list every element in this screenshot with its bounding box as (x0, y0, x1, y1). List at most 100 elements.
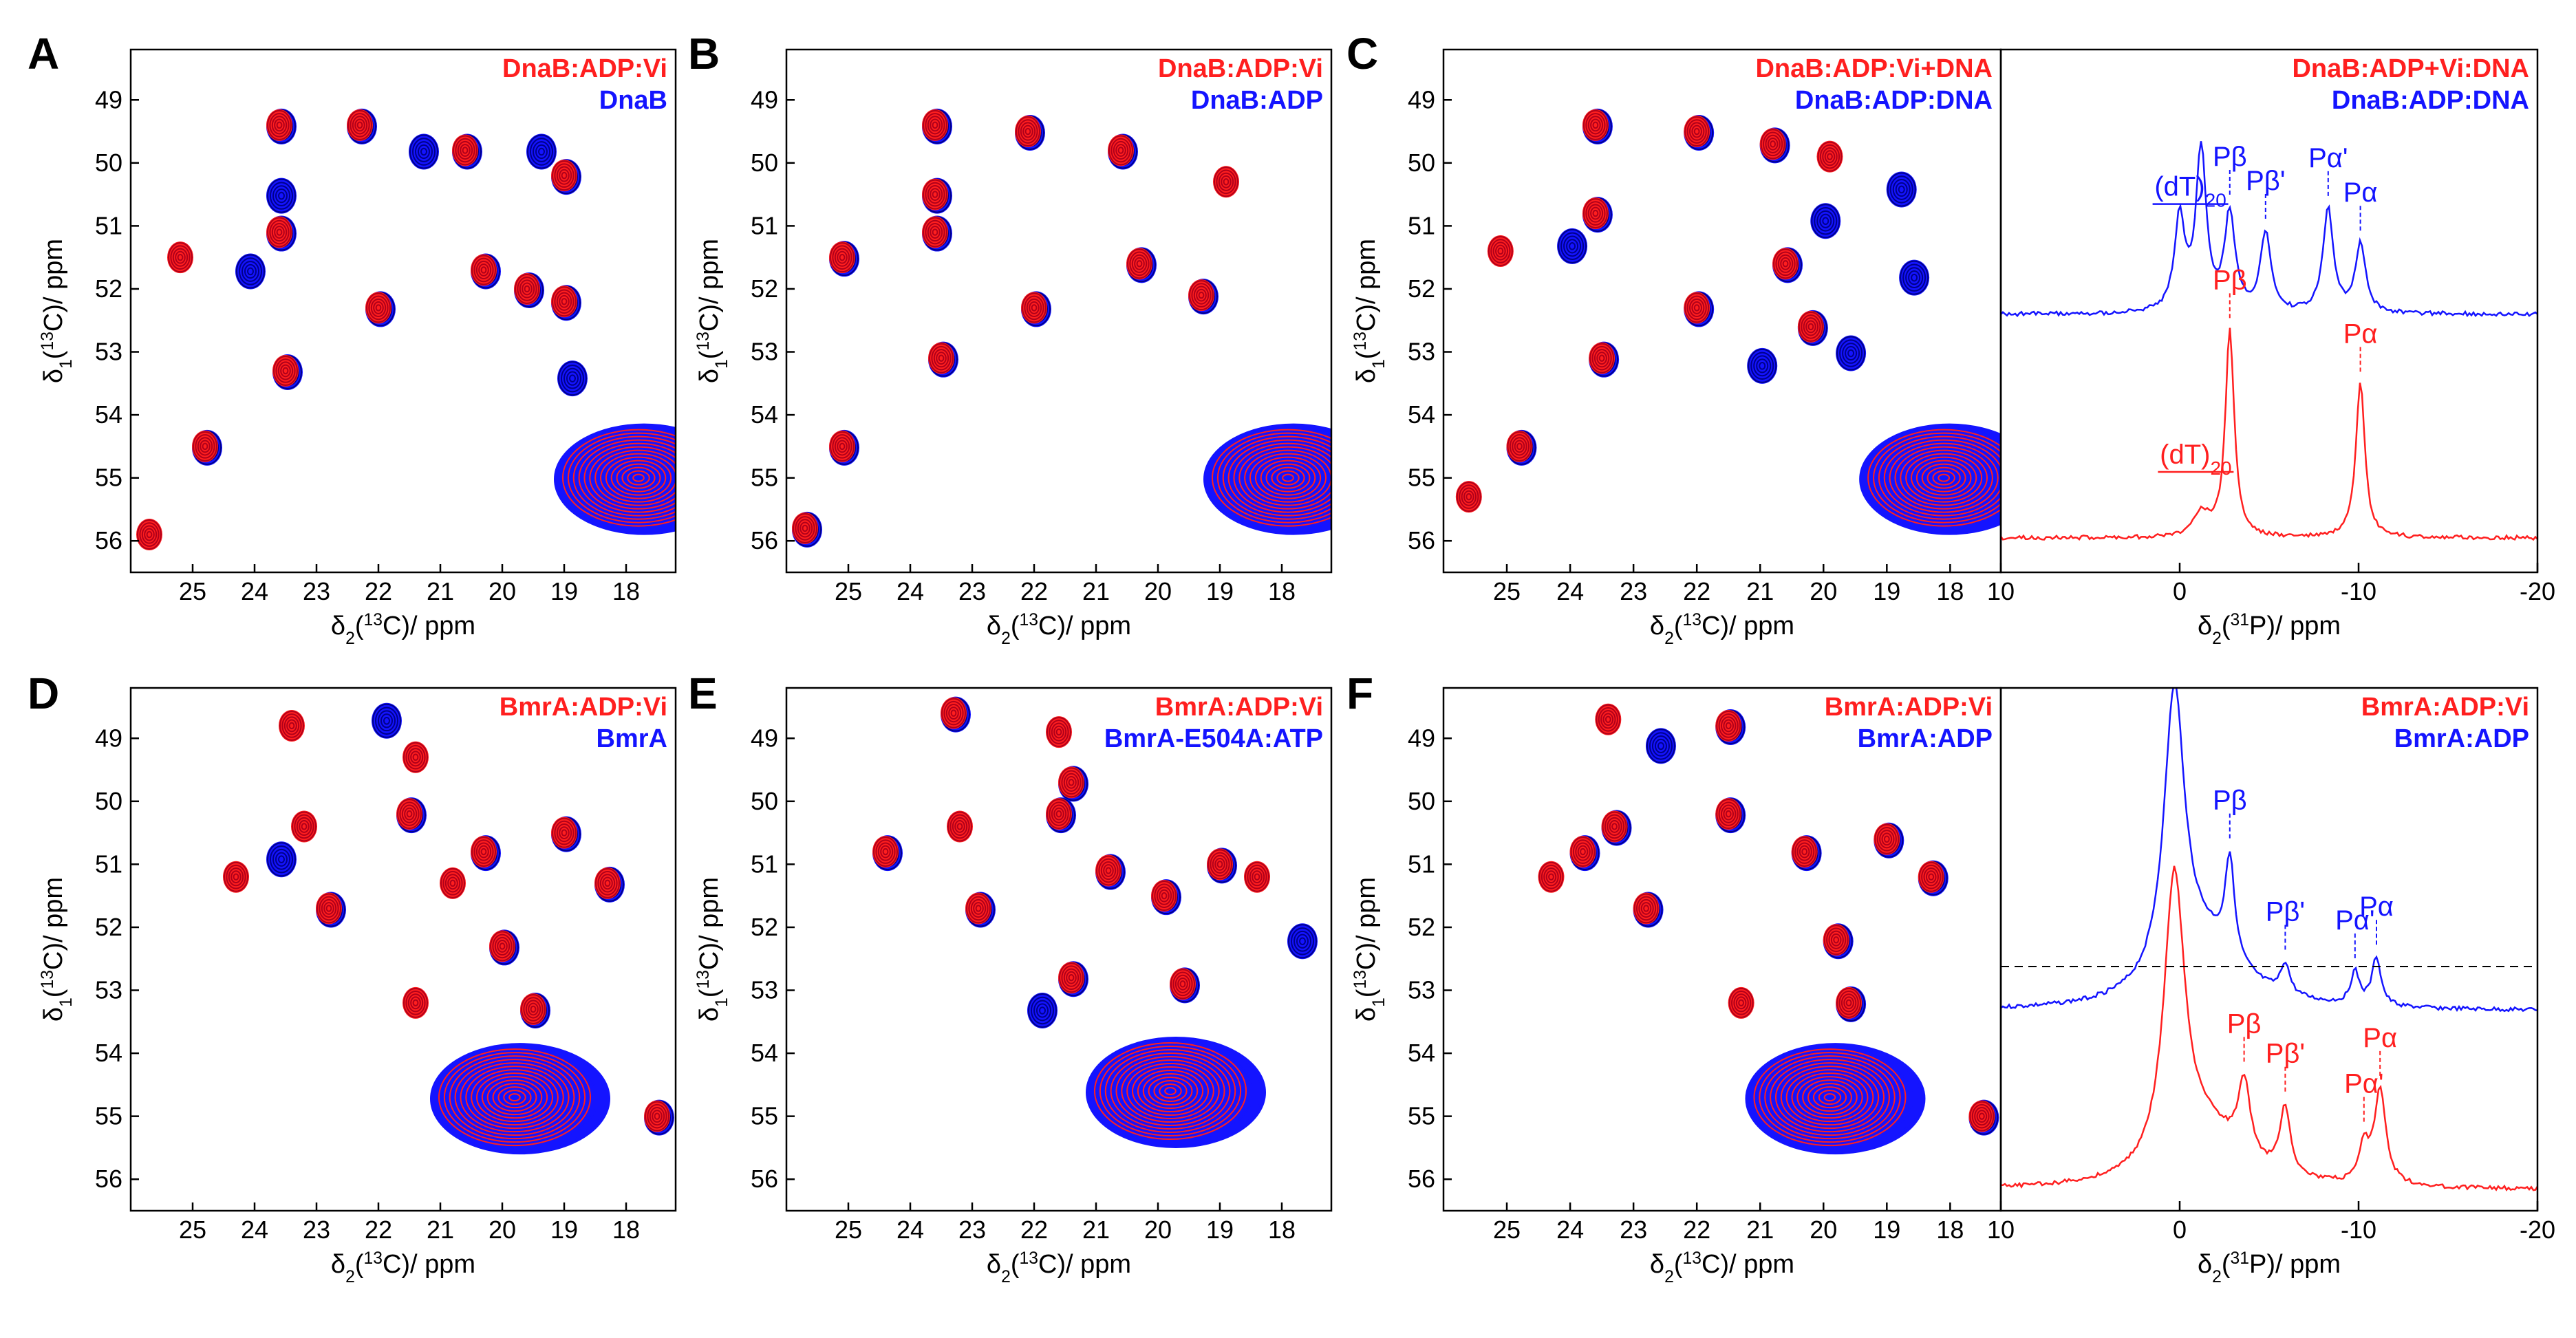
peak-label-main: (dT) (2154, 172, 2204, 202)
contour-peak-red (1593, 349, 1610, 368)
peak-label-text: Pα (2343, 319, 2378, 349)
contour-peak-red (1805, 320, 1816, 334)
contour-peak-red (195, 434, 215, 459)
contour-peak-red (1490, 239, 1511, 263)
legend-entry-red: DnaB:ADP+Vi:DNA (2292, 54, 2529, 83)
contour-peak-red (1051, 804, 1067, 823)
contour-peak-red (1803, 317, 1819, 336)
contour-peak-blue (564, 367, 581, 389)
contour-peak-red (177, 253, 184, 261)
contour-peak-red (1108, 135, 1133, 166)
contour-peak-red (1836, 987, 1862, 1018)
contour-peak-red (271, 222, 288, 242)
contour-peak-blue (1089, 1039, 1263, 1146)
contour-peak-red (1905, 453, 1983, 503)
contour-peak-red (1817, 141, 1843, 172)
x-tick-label: 21 (427, 577, 454, 605)
contour-peak-blue (239, 257, 262, 285)
contour-peak-red (141, 525, 158, 544)
contour-peak-red (578, 439, 676, 517)
contour-peak-red (296, 817, 312, 837)
peak-label-text: Pα (2359, 892, 2394, 922)
contour-peak-blue (1750, 352, 1774, 380)
x-tick-label: 18 (1936, 1216, 1964, 1244)
contour-peak-blue (375, 706, 398, 735)
contour-peak (402, 986, 429, 1019)
contour-peak-red (1938, 473, 1951, 482)
contour-peak-red (559, 294, 570, 308)
peak-label-text: Pα (2343, 177, 2378, 208)
contour-peak-red (1159, 889, 1170, 903)
contour-peak-blue (1031, 996, 1054, 1025)
x-tick-label: 23 (958, 577, 986, 605)
contour-peak-red (1765, 134, 1781, 153)
contour-peak-red (325, 905, 332, 912)
contour-peak-red (1233, 442, 1331, 513)
contour-peak-red (1094, 1042, 1247, 1141)
contour-peak-red (1792, 837, 1817, 867)
x-tick-label: 19 (1206, 1216, 1234, 1244)
contour-peak-red (528, 1002, 539, 1016)
contour-peak-blue (1900, 260, 1929, 295)
legend-entry-blue: BmrA:ADP (1858, 724, 1993, 753)
contour-peak-red (1693, 304, 1700, 312)
contour-peak-red (925, 182, 945, 207)
y-tick-label: 56 (95, 1165, 122, 1193)
contour-peak-red (1876, 826, 1897, 852)
contour-peak-red (1691, 125, 1702, 138)
peak-label-subscript: 20 (2210, 457, 2231, 478)
contour-peak-blue (451, 1056, 590, 1141)
contour-peak-red (1598, 354, 1605, 362)
contour-peak-red (200, 440, 211, 453)
contour-peak-red (1773, 248, 1799, 279)
contour-peak-red (350, 113, 370, 138)
contour-peak-red (1818, 1090, 1842, 1105)
contour-peak (514, 272, 544, 308)
contour-peak-blue (609, 457, 676, 501)
x-axis-label-superscript: 13 (1019, 1249, 1038, 1268)
contour-peak-red (933, 349, 949, 368)
contour-peak-red (1823, 1093, 1836, 1102)
contour-peak-blue (1908, 270, 1921, 285)
contour-peak-red (1276, 470, 1300, 486)
y-axis-label-subscript: 1 (713, 359, 731, 369)
contour-peak (1836, 986, 1867, 1022)
x-tick-label: -20 (2520, 577, 2555, 605)
contour-peak-red (556, 823, 572, 843)
legend-entry-red: BmrA:ADP:Vi (1825, 693, 1993, 722)
y-tick-label: 55 (1408, 464, 1435, 492)
x-tick-label: 20 (1144, 577, 1172, 605)
contour-peak-red (654, 1112, 661, 1120)
x-tick-label: 21 (427, 1216, 454, 1244)
contour-plot-area (1455, 108, 2001, 535)
contour-peak-red (1249, 453, 1327, 503)
contour-peak-red (1590, 118, 1601, 132)
contour-peak-blue (575, 436, 676, 522)
contour-peak (192, 429, 222, 466)
contour-peak (644, 1099, 674, 1136)
contour-peak-blue (272, 185, 290, 207)
panel-letter: B (688, 29, 720, 78)
contour-peak-red (610, 460, 667, 496)
axis-label-glyph: ( (2222, 612, 2231, 640)
x-ticks: 25 24 23 22 21 20 19 18 (179, 564, 640, 605)
contour-peak-blue (275, 188, 288, 204)
peak-label: Pβ' (2266, 897, 2305, 951)
contour-peak-red (1635, 896, 1657, 921)
x-axis-label-superscript: 13 (1682, 1249, 1701, 1268)
contour-peak (409, 133, 439, 170)
contour-peak-red (397, 799, 422, 830)
contour-peak-red (1753, 1048, 1907, 1147)
x-tick-label: 23 (303, 1216, 330, 1244)
contour-peak-red (561, 171, 568, 180)
contour-peak (440, 867, 466, 899)
peak-label-text: Pβ (2213, 142, 2247, 172)
x-ticks: 10 0 -10 -20 (1987, 1201, 2555, 1244)
y-axis-label-unit: C)/ ppm (1352, 877, 1381, 970)
contour-peak-red (1585, 113, 1606, 138)
axis-label-glyph: ( (695, 350, 724, 359)
contour-peak-red (559, 826, 570, 840)
contour-peak-red (375, 304, 382, 312)
contour-peak-red (269, 113, 290, 138)
contour-peak (266, 177, 297, 214)
